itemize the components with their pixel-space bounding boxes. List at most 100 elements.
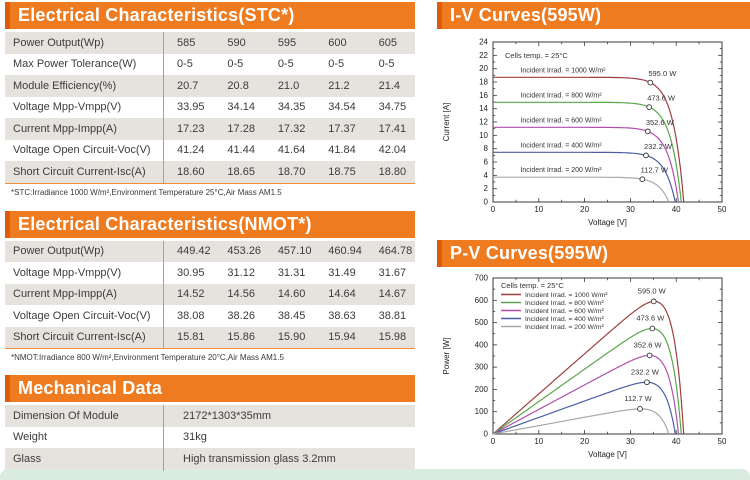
row-value: 20.7 — [177, 79, 199, 92]
row-label: Power Output(Wp) — [13, 245, 105, 258]
svg-text:22: 22 — [479, 51, 488, 60]
nmot-column-divider — [163, 240, 164, 349]
iv-chart-section: I-V Curves(595W) 0 10 20 30 40 50 0 2 4 6 8 10 12 14 1… — [437, 2, 750, 234]
nmot-title: Electrical Characteristics(NMOT*) — [18, 213, 312, 234]
table-row: Voltage Open Circuit-Voc(V) 38.08 38.26 … — [5, 305, 415, 327]
svg-text:400: 400 — [475, 340, 489, 349]
row-value: 21.4 — [378, 79, 401, 92]
svg-text:595.0 W: 595.0 W — [648, 69, 677, 78]
row-value: 14.52 — [177, 288, 205, 301]
row-value: 20.8 — [227, 79, 249, 92]
svg-text:Voltage [V]: Voltage [V] — [588, 450, 627, 459]
row-value: 38.45 — [277, 309, 306, 322]
svg-text:232.2 W: 232.2 W — [631, 367, 660, 376]
svg-text:500: 500 — [475, 318, 489, 327]
row-label: Voltage Open Circuit-Voc(V) — [13, 309, 151, 322]
row-value: 14.67 — [378, 288, 407, 301]
row-value: 449.42 — [177, 245, 211, 258]
row-value: 457.10 — [277, 245, 312, 258]
svg-text:600: 600 — [475, 296, 489, 305]
table-row: Voltage Mpp-Vmpp(V) 33.95 34.14 34.35 34… — [5, 97, 415, 119]
nmot-table: Power Output(Wp) 449.42 453.26 457.10 46… — [5, 240, 415, 349]
row-label: Max Power Tolerance(W) — [13, 58, 137, 71]
nmot-footnote: *NMOT:Irradiance 800 W/m²,Environment Te… — [11, 353, 284, 362]
svg-text:0: 0 — [484, 198, 489, 207]
svg-text:Incident Irrad. = 200 W/m²: Incident Irrad. = 200 W/m² — [520, 167, 602, 174]
row-value: 34.14 — [227, 101, 255, 114]
svg-text:16: 16 — [479, 91, 488, 100]
svg-text:2: 2 — [484, 184, 489, 193]
nmot-rows: Power Output(Wp) 449.42 453.26 457.10 46… — [5, 240, 415, 348]
row-value: 17.37 — [328, 122, 356, 135]
svg-text:Cells temp. = 25°C: Cells temp. = 25°C — [505, 51, 568, 60]
svg-text:700: 700 — [475, 274, 489, 283]
svg-text:20: 20 — [580, 205, 589, 214]
svg-text:Incident Irrad. = 400 W/m²: Incident Irrad. = 400 W/m² — [520, 142, 602, 149]
svg-text:12: 12 — [479, 118, 488, 127]
row-label: Current Mpp-Impp(A) — [13, 288, 117, 301]
svg-text:Incident Irrad. = 600 W/m²: Incident Irrad. = 600 W/m² — [525, 308, 604, 315]
row-value: 41.44 — [227, 144, 255, 157]
svg-text:Current [A]: Current [A] — [442, 103, 451, 142]
row-value: 15.90 — [277, 331, 306, 344]
row-label: Power Output(Wp) — [13, 36, 105, 49]
pv-header-bar: P-V Curves(595W) — [437, 240, 750, 267]
row-label: Module Efficiency(%) — [13, 79, 117, 92]
row-value: High transmission glass 3.2mm — [183, 452, 336, 465]
svg-text:Incident Irrad. = 1000 W/m²: Incident Irrad. = 1000 W/m² — [520, 67, 606, 74]
table-row: Voltage Open Circuit-Voc(V) 41.24 41.44 … — [5, 140, 415, 162]
svg-text:8: 8 — [484, 144, 489, 153]
svg-text:Incident Irrad. = 1000 W/m²: Incident Irrad. = 1000 W/m² — [525, 292, 608, 299]
row-label: Voltage Mpp-Vmpp(V) — [13, 101, 122, 114]
row-value: 38.63 — [328, 309, 356, 322]
row-value: 31.49 — [328, 266, 356, 279]
row-value: 0-5 — [277, 58, 294, 71]
svg-text:10: 10 — [534, 205, 543, 214]
row-value: 15.98 — [378, 331, 407, 344]
stc-column-divider — [163, 32, 164, 184]
svg-text:352.6 W: 352.6 W — [646, 118, 675, 127]
mechanical-table: Dimension Of Module 2172*1303*35mm Weigh… — [5, 405, 415, 471]
row-value: 18.80 — [378, 165, 407, 178]
row-label: Weight — [13, 431, 48, 444]
svg-text:40: 40 — [672, 437, 681, 446]
row-label: Glass — [13, 452, 42, 465]
row-value: 38.08 — [177, 309, 205, 322]
row-value: 21.0 — [277, 79, 300, 92]
svg-text:20: 20 — [479, 64, 488, 73]
row-value: 17.23 — [177, 122, 205, 135]
row-value: 595 — [277, 36, 297, 49]
row-value: 31.67 — [378, 266, 407, 279]
svg-text:100: 100 — [475, 407, 489, 416]
svg-text:0: 0 — [484, 430, 489, 439]
row-label: Short Circuit Current-Isc(A) — [13, 331, 146, 344]
mechanical-section: Mechanical Data Dimension Of Module 2172… — [5, 375, 415, 471]
row-value: 460.94 — [328, 245, 362, 258]
svg-text:112.7 W: 112.7 W — [624, 394, 652, 403]
svg-text:Incident Irrad. = 600 W/m²: Incident Irrad. = 600 W/m² — [520, 117, 602, 124]
svg-text:Incident Irrad. = 200 W/m²: Incident Irrad. = 200 W/m² — [525, 324, 604, 331]
row-value: 38.26 — [227, 309, 255, 322]
stc-rows: Power Output(Wp) 585 590 595 600 605 Max… — [5, 32, 415, 183]
row-value: 14.64 — [328, 288, 356, 301]
svg-text:10: 10 — [534, 437, 543, 446]
row-value: 15.81 — [177, 331, 205, 344]
row-value: 14.60 — [277, 288, 306, 301]
row-value: 17.41 — [378, 122, 407, 135]
pv-chart-section: P-V Curves(595W) 0 10 20 30 40 50 0 100 200 300 40… — [437, 240, 750, 468]
svg-text:473.6 W: 473.6 W — [647, 94, 676, 103]
table-row: Max Power Tolerance(W) 0-5 0-5 0-5 0-5 0… — [5, 54, 415, 76]
svg-text:Cells temp. = 25°C: Cells temp. = 25°C — [501, 281, 564, 290]
svg-text:595.0 W: 595.0 W — [638, 286, 667, 295]
iv-chart-title: I-V Curves(595W) — [450, 5, 602, 25]
mechanical-header-bar: Mechanical Data — [5, 375, 415, 402]
svg-text:352.6 W: 352.6 W — [634, 340, 663, 349]
row-value: 31kg — [183, 431, 207, 444]
row-value: 17.32 — [277, 122, 306, 135]
svg-text:300: 300 — [475, 363, 489, 372]
table-row: Power Output(Wp) 585 590 595 600 605 — [5, 32, 415, 54]
table-row: Current Mpp-Impp(A) 14.52 14.56 14.60 14… — [5, 283, 415, 305]
nmot-header-bar: Electrical Characteristics(NMOT*) — [5, 210, 415, 238]
stc-section: Electrical Characteristics(STC*) Power O… — [5, 2, 415, 198]
